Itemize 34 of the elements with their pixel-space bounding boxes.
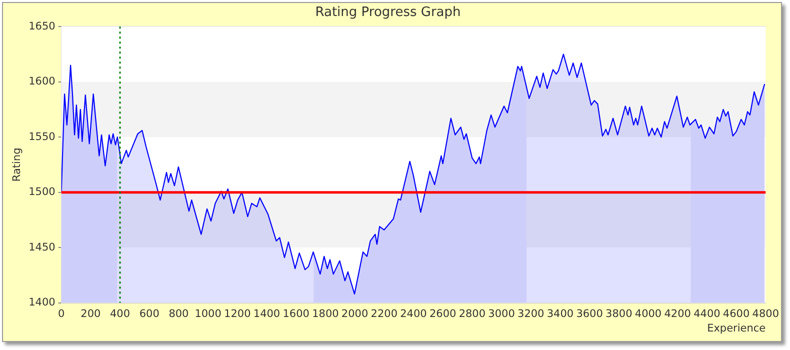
x-tick-label: 3400	[546, 308, 574, 320]
y-tick-label: 1500	[28, 186, 56, 198]
x-tick-label: 3600	[576, 308, 603, 320]
x-tick-label: 2600	[429, 308, 456, 320]
y-tick-label: 1400	[28, 296, 56, 309]
x-tick-label: 200	[80, 308, 101, 320]
y-tick-label: 1450	[28, 241, 56, 254]
x-tick-label: 1400	[253, 308, 280, 320]
y-tick-label: 1600	[28, 76, 56, 88]
x-tick-label: 4600	[722, 308, 750, 320]
x-tick-label: 3200	[518, 308, 544, 320]
x-tick-label: 4000	[634, 308, 662, 320]
x-tick-label: 2000	[341, 308, 368, 320]
x-tick-label: 400	[110, 308, 130, 320]
y-axis-title: Rating	[11, 148, 24, 182]
x-tick-label: 2800	[458, 308, 486, 320]
x-tick-label: 4800	[752, 308, 780, 320]
x-tick-label: 1800	[312, 308, 339, 320]
y-tick-label: 1550	[28, 130, 56, 143]
x-tick-label: 800	[168, 308, 189, 320]
x-tick-label: 3800	[606, 308, 632, 320]
x-tick-label: 1000	[194, 308, 222, 320]
x-tick-label: 3000	[488, 308, 515, 320]
x-tick-label: 0	[58, 308, 65, 320]
y-tick-label: 1650	[28, 20, 56, 32]
x-tick-label: 2400	[400, 308, 427, 320]
chart-title: Rating Progress Graph	[315, 5, 461, 20]
x-tick-label: 600	[139, 308, 160, 320]
x-tick-label: 2200	[370, 308, 398, 320]
x-tick-label: 1600	[282, 308, 310, 320]
x-tick-label: 4200	[664, 308, 691, 320]
x-tick-label: 4400	[694, 308, 720, 320]
x-axis-title: Experience	[707, 322, 766, 334]
x-tick-label: 1200	[224, 308, 251, 320]
